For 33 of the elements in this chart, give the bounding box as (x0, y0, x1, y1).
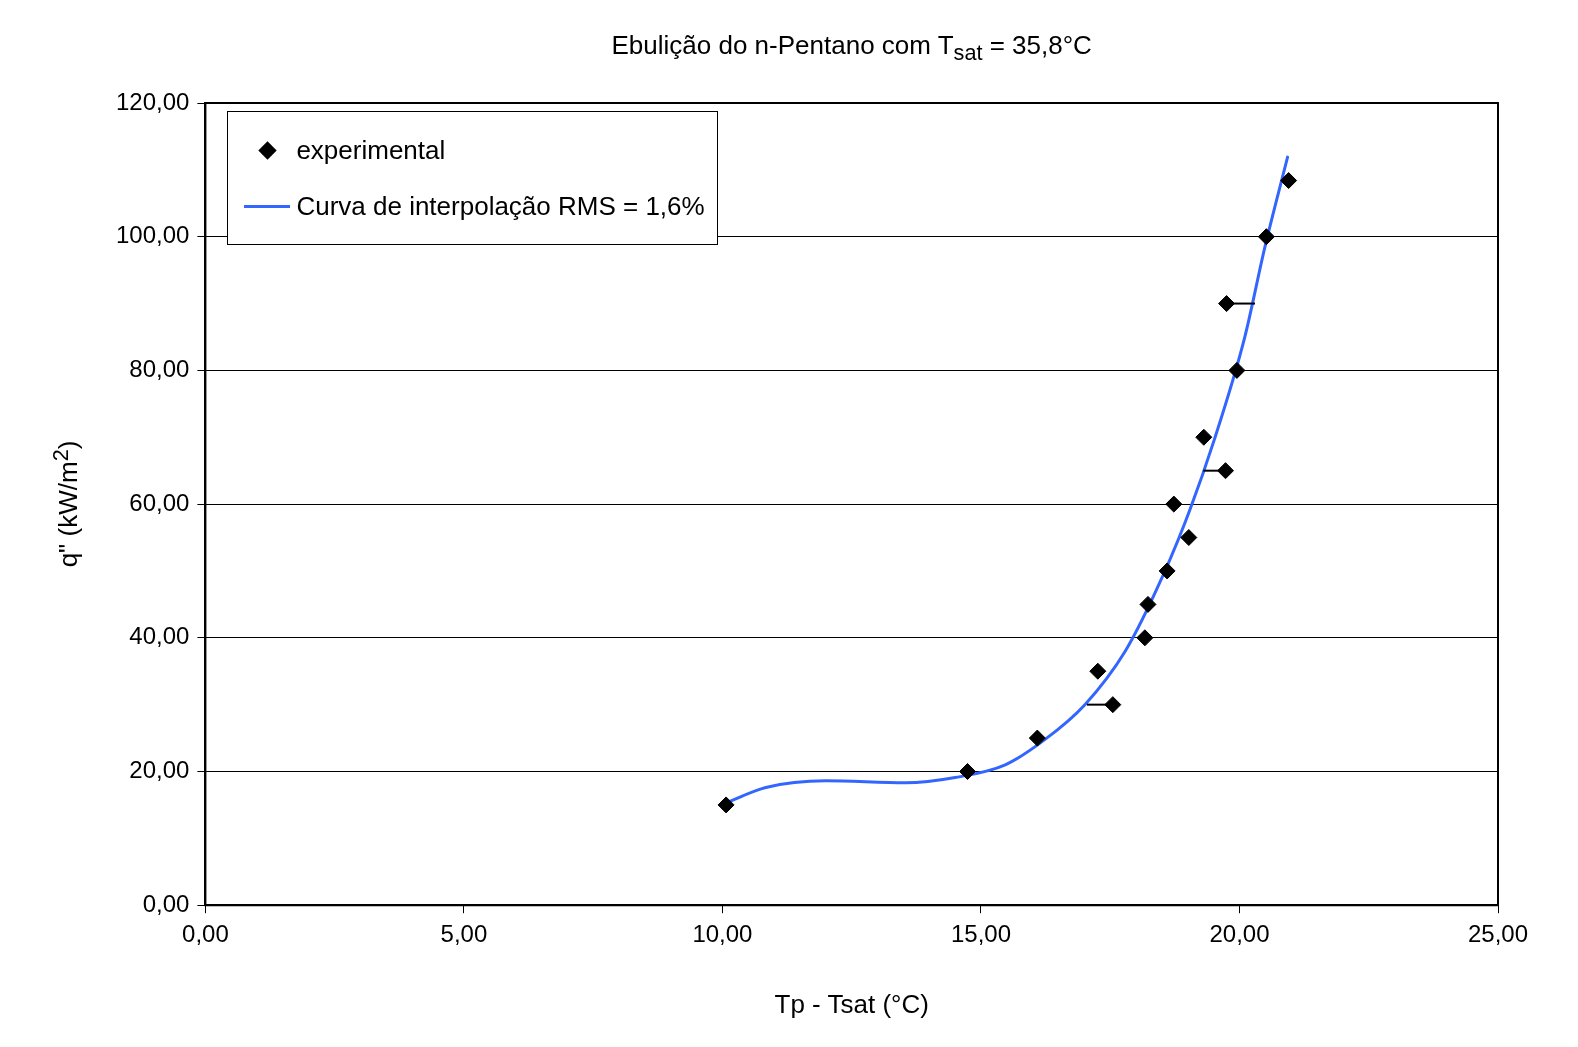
point (1104, 696, 1122, 714)
x-tick-label: 25,00 (1467, 920, 1529, 948)
point (1257, 228, 1275, 246)
point (1089, 662, 1107, 680)
point (1280, 172, 1298, 190)
point (1165, 495, 1183, 513)
point (1158, 562, 1176, 580)
y-tick-label: 60,00 (129, 488, 190, 516)
point (717, 796, 735, 814)
chart-title: Ebulição do n-Pentano com T$_{sat}$ = 35,8°C (610, 30, 1093, 67)
point (1136, 629, 1154, 647)
x-tick-label: 0,00 (182, 920, 229, 948)
point (1028, 729, 1046, 747)
y-tick-label: 40,00 (129, 622, 190, 650)
point (1180, 529, 1198, 547)
x-tick-label: 5,00 (440, 920, 488, 948)
y-tick-label: 100,00 (116, 221, 190, 249)
point (1218, 295, 1236, 313)
y-tick-label: 80,00 (129, 355, 190, 383)
y-tick-label: 0,00 (142, 889, 190, 917)
x-tick-label: 10,00 (692, 920, 753, 948)
legend-label: Curva de interpolação RMS = 1,6% (296, 190, 705, 222)
point (959, 763, 977, 780)
point (1139, 595, 1157, 613)
x-tick-label: 15,00 (950, 920, 1011, 948)
y-tick-label: 20,00 (129, 756, 190, 784)
point (1195, 428, 1213, 446)
point (1228, 361, 1246, 379)
x-axis-title: Tp - Tsat (°C) (773, 989, 930, 1020)
y-tick-label: 120,00 (116, 87, 190, 115)
x-tick-label: 20,00 (1209, 920, 1270, 948)
legend-label: experimental (296, 134, 446, 166)
point (1217, 462, 1235, 480)
